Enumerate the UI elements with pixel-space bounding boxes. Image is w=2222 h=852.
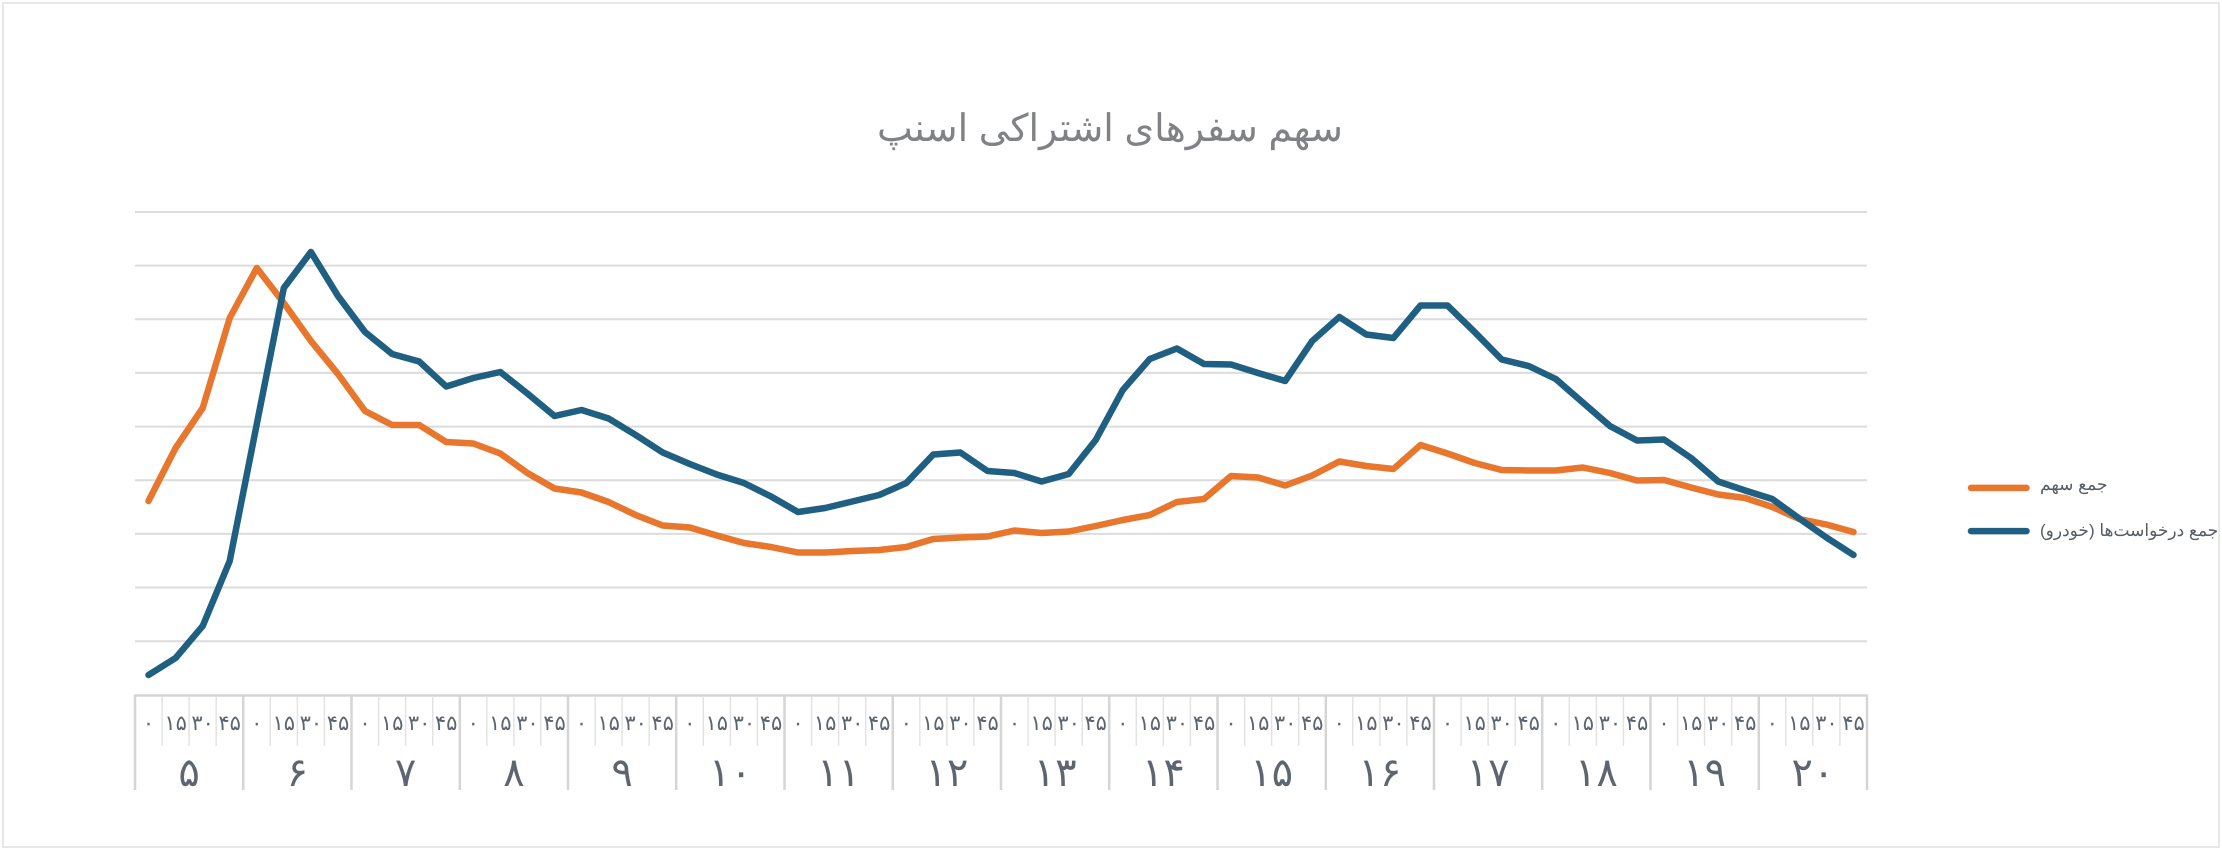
svg-text:۵: ۵: [178, 751, 199, 795]
svg-text:۶: ۶: [287, 751, 308, 795]
svg-text:۱۷: ۱۷: [1467, 751, 1510, 795]
svg-text:۳۰: ۳۰: [1382, 712, 1405, 735]
svg-text:۱۵: ۱۵: [1572, 712, 1595, 735]
svg-text:۴۵: ۴۵: [543, 712, 566, 735]
svg-text:۴۵: ۴۵: [868, 712, 891, 735]
svg-text:۳۰: ۳۰: [1274, 712, 1297, 735]
svg-text:۰: ۰: [1117, 712, 1128, 735]
svg-text:۱۵: ۱۵: [597, 712, 620, 735]
svg-text:۴۵: ۴۵: [1517, 712, 1540, 735]
svg-text:۴۵: ۴۵: [1084, 712, 1107, 735]
svg-text:۴۵: ۴۵: [1626, 712, 1649, 735]
svg-text:۰: ۰: [576, 712, 587, 735]
svg-text:۰: ۰: [792, 712, 803, 735]
svg-text:۱۲: ۱۲: [925, 751, 968, 795]
svg-text:۳۰: ۳۰: [949, 712, 972, 735]
svg-text:۰: ۰: [251, 712, 262, 735]
svg-text:۴۵: ۴۵: [1842, 712, 1865, 735]
svg-text:۰: ۰: [1550, 712, 1561, 735]
svg-text:۳۰: ۳۰: [300, 712, 323, 735]
svg-text:سهم سفرهای اشتراکی اسنپ: سهم سفرهای اشتراکی اسنپ: [877, 108, 1343, 151]
svg-text:۰: ۰: [359, 712, 370, 735]
svg-text:۱۵: ۱۵: [1247, 712, 1270, 735]
svg-text:۰: ۰: [468, 712, 479, 735]
svg-text:۴۵: ۴۵: [1409, 712, 1432, 735]
svg-text:۱۵: ۱۵: [164, 712, 187, 735]
svg-text:۸: ۸: [503, 751, 524, 795]
svg-text:۱۵: ۱۵: [273, 712, 296, 735]
svg-text:۱۴: ۱۴: [1142, 751, 1185, 795]
svg-text:۳۰: ۳۰: [841, 712, 864, 735]
svg-text:۱۵: ۱۵: [706, 712, 729, 735]
svg-text:۱۹: ۱۹: [1683, 751, 1726, 795]
svg-text:۱۳: ۱۳: [1034, 751, 1077, 795]
svg-text:۴۵: ۴۵: [760, 712, 783, 735]
svg-text:۱۵: ۱۵: [1680, 712, 1703, 735]
svg-text:۳۰: ۳۰: [1815, 712, 1838, 735]
svg-text:۰: ۰: [1009, 712, 1020, 735]
svg-text:۱۵: ۱۵: [1788, 712, 1811, 735]
svg-text:جمع سهم: جمع سهم: [2040, 475, 2108, 495]
svg-text:۴۵: ۴۵: [435, 712, 458, 735]
svg-text:۳۰: ۳۰: [191, 712, 214, 735]
svg-text:۱۵: ۱۵: [1030, 712, 1053, 735]
svg-text:۳۰: ۳۰: [1490, 712, 1513, 735]
svg-text:۴۵: ۴۵: [1301, 712, 1324, 735]
svg-text:۱۵: ۱۵: [1355, 712, 1378, 735]
svg-text:۳۰: ۳۰: [1599, 712, 1622, 735]
svg-text:۳۰: ۳۰: [1057, 712, 1080, 735]
svg-text:جمع درخواست‌ها (خودرو): جمع درخواست‌ها (خودرو): [2040, 521, 2218, 541]
svg-text:۱۵: ۱۵: [814, 712, 837, 735]
svg-text:۰: ۰: [1225, 712, 1236, 735]
svg-text:۱۱: ۱۱: [817, 751, 860, 795]
svg-text:۲۰: ۲۰: [1791, 751, 1834, 795]
svg-text:۱۶: ۱۶: [1358, 751, 1401, 795]
svg-text:۷: ۷: [395, 751, 416, 795]
svg-text:۴۵: ۴۵: [218, 712, 241, 735]
svg-text:۴۵: ۴۵: [1734, 712, 1757, 735]
svg-text:۰: ۰: [684, 712, 695, 735]
svg-text:۳۰: ۳۰: [624, 712, 647, 735]
svg-text:۰: ۰: [1442, 712, 1453, 735]
svg-text:۳۰: ۳۰: [1707, 712, 1730, 735]
svg-text:۰: ۰: [901, 712, 912, 735]
svg-text:۰: ۰: [1767, 712, 1778, 735]
svg-text:۳۰: ۳۰: [733, 712, 756, 735]
svg-text:۰: ۰: [143, 712, 154, 735]
svg-text:۳۰: ۳۰: [408, 712, 431, 735]
svg-text:۰: ۰: [1658, 712, 1669, 735]
svg-text:۱۵: ۱۵: [1139, 712, 1162, 735]
svg-text:۱۵: ۱۵: [1250, 751, 1293, 795]
svg-text:۳۰: ۳۰: [516, 712, 539, 735]
svg-text:۱۵: ۱۵: [1463, 712, 1486, 735]
svg-text:۴۵: ۴۵: [1193, 712, 1216, 735]
svg-text:۱۸: ۱۸: [1575, 751, 1618, 795]
svg-text:۹: ۹: [611, 751, 632, 795]
svg-text:۴۵: ۴۵: [651, 712, 674, 735]
svg-text:۱۰: ۱۰: [709, 751, 752, 795]
svg-text:۱۵: ۱۵: [381, 712, 404, 735]
svg-text:۳۰: ۳۰: [1166, 712, 1189, 735]
svg-text:۴۵: ۴۵: [976, 712, 999, 735]
svg-text:۰: ۰: [1334, 712, 1345, 735]
svg-text:۴۵: ۴۵: [327, 712, 350, 735]
svg-text:۱۵: ۱۵: [922, 712, 945, 735]
svg-text:۱۵: ۱۵: [489, 712, 512, 735]
